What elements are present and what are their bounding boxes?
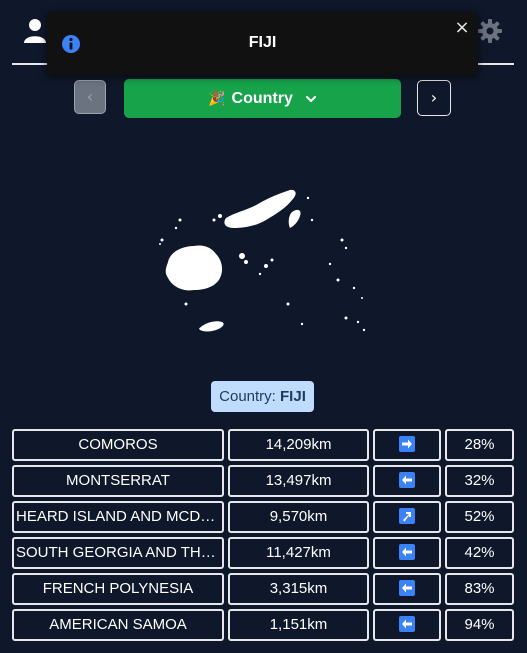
arrow-left-icon bbox=[399, 543, 415, 560]
guess-row: SOUTH GEORGIA AND THE SOUTH SANDWICH ISL… bbox=[12, 537, 514, 569]
guess-name: AMERICAN SAMOA bbox=[12, 609, 224, 641]
guess-direction bbox=[373, 465, 441, 497]
guess-distance: 3,315km bbox=[228, 573, 369, 605]
guess-name: SOUTH GEORGIA AND THE SOUTH SANDWICH ISL… bbox=[12, 537, 224, 569]
gear-icon[interactable] bbox=[478, 19, 502, 43]
guess-name: COMOROS bbox=[12, 429, 224, 461]
guess-name: FRENCH POLYNESIA bbox=[12, 573, 224, 605]
guess-name: HEARD ISLAND AND MCDONALD ISLANDS bbox=[12, 501, 224, 533]
guess-distance: 14,209km bbox=[228, 429, 369, 461]
guess-row: FRENCH POLYNESIA 3,315km 83% bbox=[12, 573, 514, 605]
answer-prefix: Country: bbox=[219, 388, 276, 405]
country-map bbox=[159, 189, 366, 332]
toast-notification: FIJI × bbox=[47, 12, 478, 75]
prev-button[interactable]: ‹ bbox=[74, 80, 106, 114]
guess-row: COMOROS 14,209km 28% bbox=[12, 429, 514, 461]
guess-row: AMERICAN SAMOA 1,151km 94% bbox=[12, 609, 514, 641]
guess-name: MONTSERRAT bbox=[12, 465, 224, 497]
answer-country: FIJI bbox=[280, 388, 306, 405]
guess-percent: 83% bbox=[445, 573, 514, 605]
arrow-up-right-icon bbox=[399, 507, 415, 524]
guess-distance: 13,497km bbox=[228, 465, 369, 497]
user-icon[interactable] bbox=[24, 18, 46, 44]
guess-direction bbox=[373, 501, 441, 533]
guess-distance: 1,151km bbox=[228, 609, 369, 641]
guess-distance: 9,570km bbox=[228, 501, 369, 533]
guess-distance: 11,427km bbox=[228, 537, 369, 569]
guess-direction bbox=[373, 573, 441, 605]
info-icon bbox=[62, 35, 80, 53]
guess-row: MONTSERRAT 13,497km 32% bbox=[12, 465, 514, 497]
guess-percent: 52% bbox=[445, 501, 514, 533]
close-icon[interactable]: × bbox=[454, 17, 470, 38]
chevron-down-icon bbox=[305, 95, 316, 102]
arrow-left-icon bbox=[399, 615, 415, 632]
arrow-right-icon bbox=[399, 435, 415, 452]
guess-percent: 94% bbox=[445, 609, 514, 641]
guess-direction bbox=[373, 537, 441, 569]
guess-percent: 32% bbox=[445, 465, 514, 497]
arrow-left-icon bbox=[399, 579, 415, 596]
arrow-left-icon bbox=[399, 471, 415, 488]
next-button[interactable]: › bbox=[417, 80, 451, 116]
guess-percent: 42% bbox=[445, 537, 514, 569]
answer-label: Country: FIJI bbox=[211, 381, 314, 412]
party-popper-icon: 🎉 bbox=[208, 90, 226, 106]
toast-title: FIJI bbox=[248, 34, 277, 51]
guess-direction bbox=[373, 429, 441, 461]
category-select[interactable]: 🎉 Country bbox=[124, 79, 401, 118]
guess-row: HEARD ISLAND AND MCDONALD ISLANDS 9,570k… bbox=[12, 501, 514, 533]
guess-percent: 28% bbox=[445, 429, 514, 461]
category-label: Country bbox=[231, 89, 293, 107]
guess-direction bbox=[373, 609, 441, 641]
